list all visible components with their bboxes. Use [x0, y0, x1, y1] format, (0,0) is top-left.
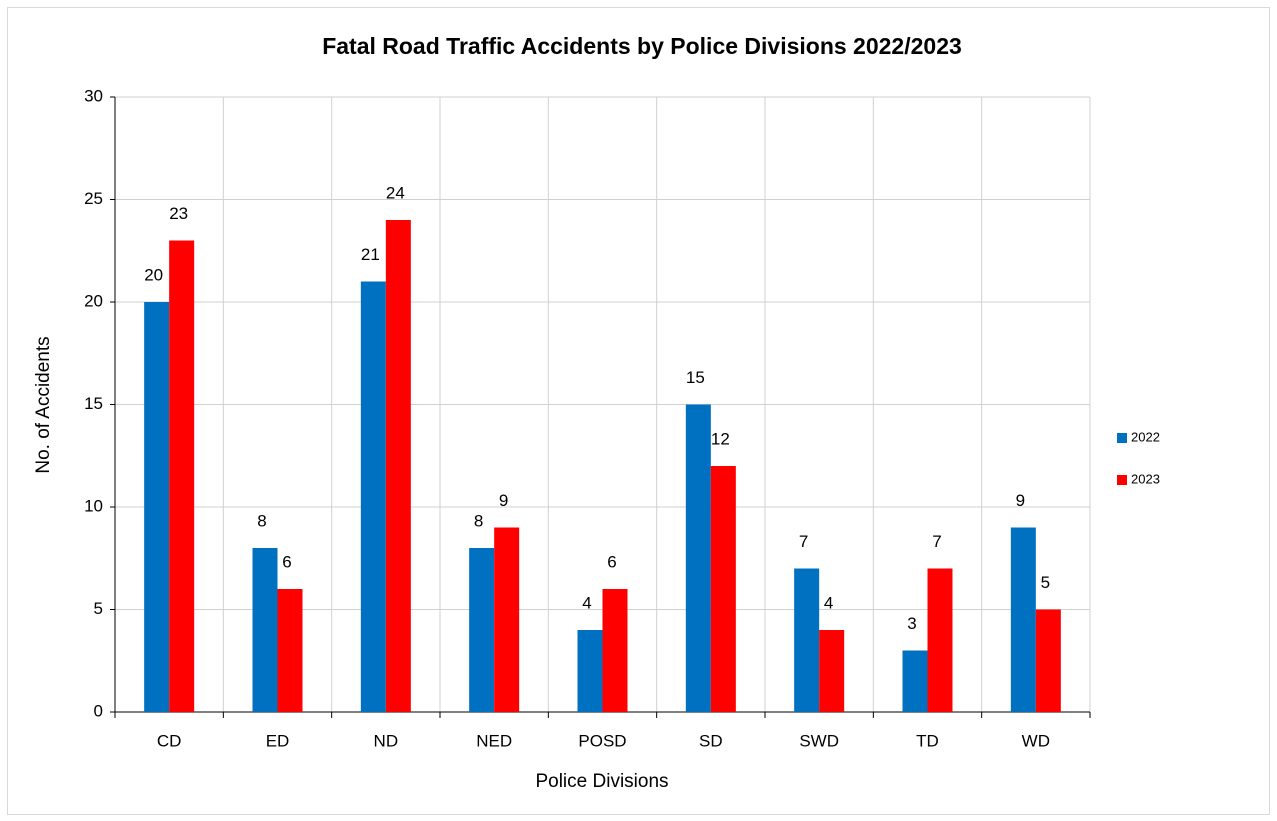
data-label: 12	[711, 429, 730, 448]
bar	[169, 240, 195, 712]
data-label: 8	[257, 511, 266, 530]
x-tick-label: TD	[916, 731, 939, 750]
y-tick-label: 5	[94, 599, 103, 618]
data-label: 7	[932, 532, 941, 551]
data-label: 9	[1016, 491, 1025, 510]
x-tick-label: ND	[374, 731, 399, 750]
bar	[685, 404, 711, 712]
data-label: 21	[361, 245, 380, 264]
x-tick-label: SWD	[799, 731, 839, 750]
bar	[927, 568, 953, 712]
chart-border	[7, 7, 1270, 815]
bar	[577, 630, 603, 712]
x-tick-label: NED	[476, 731, 512, 750]
data-label: 9	[499, 491, 508, 510]
bar	[902, 650, 928, 712]
bar	[819, 630, 845, 712]
bar	[469, 548, 495, 712]
data-label: 24	[386, 183, 405, 202]
legend-swatch	[1117, 475, 1127, 485]
y-axis-label: No. of Accidents	[33, 336, 54, 473]
bar	[1035, 609, 1061, 712]
data-label: 3	[907, 614, 916, 633]
x-tick-label: SD	[699, 731, 723, 750]
bar	[494, 527, 520, 712]
bar	[1010, 527, 1036, 712]
data-label: 5	[1041, 573, 1050, 592]
legend-label: 2023	[1131, 471, 1160, 486]
data-label: 6	[607, 552, 616, 571]
data-label: 20	[144, 265, 163, 284]
data-label: 8	[474, 511, 483, 530]
y-tick-label: 15	[84, 394, 103, 413]
legend-swatch	[1117, 433, 1127, 443]
bar	[794, 568, 820, 712]
y-tick-label: 25	[84, 189, 103, 208]
bar	[710, 466, 736, 712]
data-label: 7	[799, 532, 808, 551]
bar	[360, 281, 386, 712]
y-tick-label: 30	[84, 86, 103, 105]
chart-title: Fatal Road Traffic Accidents by Police D…	[322, 33, 962, 59]
bar	[144, 302, 170, 712]
x-axis-label: Police Divisions	[535, 771, 668, 792]
legend-label: 2022	[1131, 429, 1160, 444]
data-label: 4	[824, 593, 833, 612]
x-tick-label: CD	[157, 731, 182, 750]
bar	[277, 589, 303, 712]
data-label: 15	[686, 368, 705, 387]
y-tick-label: 20	[84, 291, 103, 310]
x-tick-label: POSD	[578, 731, 626, 750]
data-label: 4	[582, 593, 591, 612]
bar	[602, 589, 628, 712]
data-label: 6	[282, 552, 291, 571]
bar	[252, 548, 278, 712]
data-label: 23	[169, 204, 188, 223]
x-tick-label: WD	[1022, 731, 1050, 750]
x-tick-label: ED	[266, 731, 290, 750]
y-tick-label: 10	[84, 496, 103, 515]
bar	[385, 220, 411, 712]
y-tick-label: 0	[94, 701, 103, 720]
